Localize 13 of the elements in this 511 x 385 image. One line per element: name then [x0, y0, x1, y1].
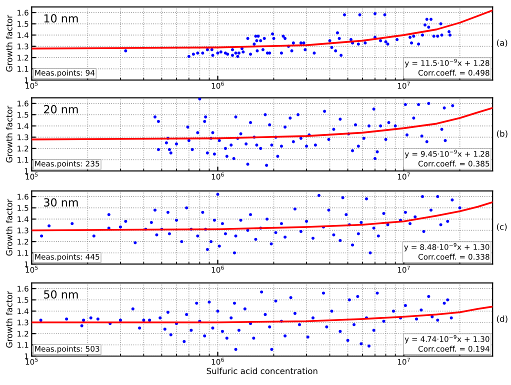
- y-axis-title: Growth factor: [6, 14, 12, 72]
- text: (a): [497, 39, 508, 47]
- x-axis-title: Sulfuric acid concentration: [206, 368, 318, 374]
- y-axis-title: Growth factor: [6, 290, 12, 348]
- annotation: 50 nm: [44, 290, 78, 299]
- y-axis-title: Growth factor: [6, 198, 12, 256]
- text: (b): [497, 130, 508, 138]
- annotation: 20 nm: [44, 105, 78, 114]
- annotation: 30 nm: [44, 198, 78, 207]
- text: (c): [497, 224, 507, 231]
- y-axis-title: Growth factor: [6, 106, 12, 163]
- annotation: 10 nm: [44, 14, 78, 23]
- text: (d): [497, 316, 508, 323]
